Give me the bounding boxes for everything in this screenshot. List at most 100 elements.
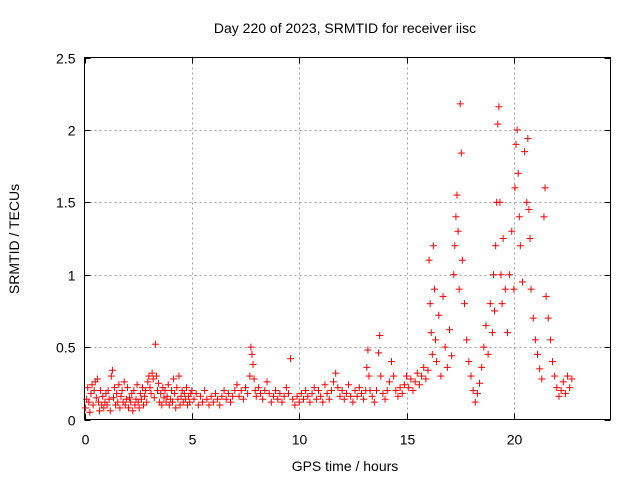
data-point bbox=[330, 378, 338, 386]
data-point bbox=[403, 372, 411, 380]
y-tick-label: 0.5 bbox=[56, 340, 76, 356]
data-point bbox=[467, 372, 475, 380]
data-point bbox=[94, 398, 102, 406]
data-point bbox=[497, 271, 505, 279]
data-point bbox=[105, 395, 113, 403]
data-point bbox=[376, 332, 384, 340]
data-point bbox=[158, 401, 166, 409]
data-point bbox=[146, 384, 154, 392]
data-point bbox=[489, 271, 497, 279]
data-point bbox=[302, 387, 310, 395]
data-point bbox=[108, 366, 116, 374]
data-point bbox=[455, 285, 463, 293]
data-point bbox=[486, 300, 494, 308]
data-point bbox=[131, 401, 139, 409]
data-point bbox=[424, 366, 432, 374]
data-point bbox=[357, 389, 365, 397]
data-point bbox=[411, 378, 419, 386]
data-point bbox=[125, 404, 133, 412]
y-axis-title: SRMTID / TECUs bbox=[6, 184, 22, 294]
data-point bbox=[366, 387, 374, 395]
data-point bbox=[525, 206, 533, 214]
data-point bbox=[226, 398, 234, 406]
data-point bbox=[122, 395, 130, 403]
data-point bbox=[427, 329, 435, 337]
data-point bbox=[251, 387, 259, 395]
data-point bbox=[137, 395, 145, 403]
data-point bbox=[150, 394, 158, 402]
data-point bbox=[334, 384, 342, 392]
data-point bbox=[463, 336, 471, 344]
data-point bbox=[231, 387, 239, 395]
data-point bbox=[453, 191, 461, 199]
data-point bbox=[111, 384, 119, 392]
data-point bbox=[181, 395, 189, 403]
data-point bbox=[115, 381, 123, 389]
data-point bbox=[541, 184, 549, 192]
data-point bbox=[351, 387, 359, 395]
data-point bbox=[175, 372, 183, 380]
data-point bbox=[297, 389, 305, 397]
data-point bbox=[203, 395, 211, 403]
data-point bbox=[317, 392, 325, 400]
data-point bbox=[527, 285, 535, 293]
data-point bbox=[555, 392, 563, 400]
data-point bbox=[172, 404, 180, 412]
data-point bbox=[136, 389, 144, 397]
data-point bbox=[186, 398, 194, 406]
data-point bbox=[360, 395, 368, 403]
data-point bbox=[237, 387, 245, 395]
data-point bbox=[456, 100, 464, 108]
data-point bbox=[134, 398, 142, 406]
data-point bbox=[148, 369, 156, 377]
data-point bbox=[120, 378, 128, 386]
data-point bbox=[85, 398, 93, 406]
data-point bbox=[448, 352, 456, 360]
data-point bbox=[149, 375, 157, 383]
data-point bbox=[435, 311, 443, 319]
data-point bbox=[244, 389, 252, 397]
data-point bbox=[201, 387, 209, 395]
axis-ticks: 0 0.5 1 1.5 2 2.5 0 5 10 15 20 bbox=[56, 51, 611, 448]
data-point bbox=[88, 381, 96, 389]
data-point bbox=[284, 389, 292, 397]
data-point bbox=[140, 401, 148, 409]
data-point bbox=[235, 392, 243, 400]
data-point bbox=[246, 372, 254, 380]
data-point bbox=[484, 350, 492, 358]
data-point bbox=[425, 256, 433, 264]
data-point bbox=[153, 387, 161, 395]
data-point bbox=[437, 372, 445, 380]
data-point bbox=[413, 369, 421, 377]
data-point bbox=[259, 395, 267, 403]
data-point bbox=[518, 278, 526, 286]
data-point bbox=[458, 256, 466, 264]
data-point bbox=[433, 358, 441, 366]
data-point bbox=[482, 321, 490, 329]
data-point bbox=[171, 389, 179, 397]
data-point bbox=[99, 392, 107, 400]
data-point bbox=[276, 389, 284, 397]
data-point bbox=[167, 387, 175, 395]
data-point bbox=[365, 372, 373, 380]
data-point bbox=[89, 401, 97, 409]
data-point bbox=[152, 372, 160, 380]
data-point bbox=[418, 372, 426, 380]
data-point bbox=[118, 387, 126, 395]
data-point bbox=[216, 401, 224, 409]
data-point bbox=[161, 387, 169, 395]
data-point bbox=[488, 329, 496, 337]
data-point bbox=[377, 372, 385, 380]
data-point bbox=[250, 375, 258, 383]
data-point bbox=[471, 398, 479, 406]
grid-lines bbox=[84, 57, 611, 420]
data-point bbox=[353, 392, 361, 400]
data-point bbox=[218, 392, 226, 400]
data-point bbox=[257, 389, 265, 397]
chart-title: Day 220 of 2023, SRMTID for receiver iis… bbox=[214, 20, 476, 36]
data-point bbox=[355, 384, 363, 392]
data-point bbox=[239, 395, 247, 403]
data-point bbox=[299, 395, 307, 403]
data-point bbox=[199, 398, 207, 406]
data-point bbox=[501, 285, 509, 293]
